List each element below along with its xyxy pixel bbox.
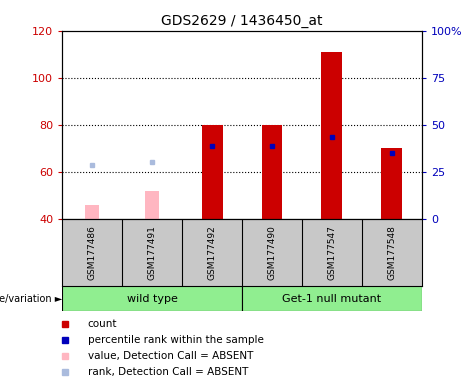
Text: GSM177548: GSM177548 <box>387 225 396 280</box>
Bar <box>381 148 402 219</box>
Text: GSM177486: GSM177486 <box>88 225 97 280</box>
Text: GSM177492: GSM177492 <box>207 225 217 280</box>
Text: Get-1 null mutant: Get-1 null mutant <box>282 293 382 304</box>
Bar <box>145 191 159 219</box>
Bar <box>242 286 422 311</box>
Text: percentile rank within the sample: percentile rank within the sample <box>88 335 264 345</box>
Bar <box>62 286 242 311</box>
Text: count: count <box>88 319 117 329</box>
Text: GSM177491: GSM177491 <box>148 225 157 280</box>
Bar <box>261 125 283 219</box>
Bar <box>201 125 223 219</box>
Text: GSM177547: GSM177547 <box>327 225 337 280</box>
Title: GDS2629 / 1436450_at: GDS2629 / 1436450_at <box>161 14 323 28</box>
Bar <box>321 52 343 219</box>
Text: wild type: wild type <box>127 293 177 304</box>
Text: GSM177490: GSM177490 <box>267 225 277 280</box>
Text: genotype/variation ►: genotype/variation ► <box>0 293 62 304</box>
Text: value, Detection Call = ABSENT: value, Detection Call = ABSENT <box>88 351 253 361</box>
Bar <box>85 205 99 219</box>
Text: rank, Detection Call = ABSENT: rank, Detection Call = ABSENT <box>88 367 248 377</box>
